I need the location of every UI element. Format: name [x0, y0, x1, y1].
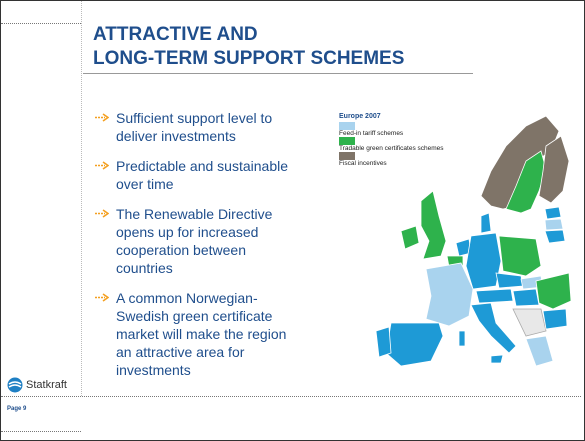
legend-label: Feed-in tariff schemes [339, 130, 404, 137]
title-line: LONG-TERM SUPPORT SCHEMES [93, 48, 405, 69]
legend-label: Fiscal incentives [339, 160, 387, 167]
bullet-text: Sufficient support level to deliver inve… [116, 110, 273, 144]
divider [81, 1, 82, 396]
bullet-text: The Renewable Directive opens up for inc… [116, 206, 273, 276]
divider [1, 23, 81, 24]
bullet: Sufficient support level to deliver inve… [95, 109, 296, 145]
legend-swatch [339, 152, 355, 160]
logo-icon [7, 377, 23, 393]
page-number: Page 9 [7, 406, 27, 412]
bullet-text: A common Norwegian-Swedish green certifi… [116, 290, 287, 378]
map-legend: Europe 2007 Feed-in tariff schemes Tradab… [339, 113, 444, 167]
bullet-arrow [95, 161, 109, 170]
bullet-arrow [95, 113, 109, 122]
legend-swatch [339, 137, 355, 145]
bullet-text: Predictable and sustainable over time [116, 158, 289, 192]
divider [1, 431, 81, 432]
logo-text: Statkraft [26, 379, 67, 391]
europe-map [375, 115, 571, 367]
divider [1, 396, 581, 397]
title-line: ATTRACTIVE AND [93, 24, 258, 45]
bullet: The Renewable Directive opens up for inc… [95, 205, 296, 277]
bullet-arrow [95, 209, 109, 218]
divider [83, 73, 473, 74]
legend-title: Europe 2007 [339, 113, 381, 120]
legend-entry: Fiscal incentives [339, 152, 444, 167]
legend-swatch [339, 122, 355, 130]
bullet: Predictable and sustainable over time [95, 157, 296, 193]
legend-entry: Feed-in tariff schemes [339, 122, 444, 137]
bullet-arrow [95, 293, 109, 302]
legend-entry: Tradable green certificates schemes [339, 137, 444, 152]
logo: Statkraft [7, 377, 67, 393]
bullet: A common Norwegian-Swedish green certifi… [95, 289, 296, 379]
slide-title: ATTRACTIVE AND LONG-TERM SUPPORT SCHEMES [93, 23, 404, 71]
bullet-list: Sufficient support level to deliver inve… [95, 109, 295, 391]
legend-label: Tradable green certificates schemes [339, 145, 444, 152]
